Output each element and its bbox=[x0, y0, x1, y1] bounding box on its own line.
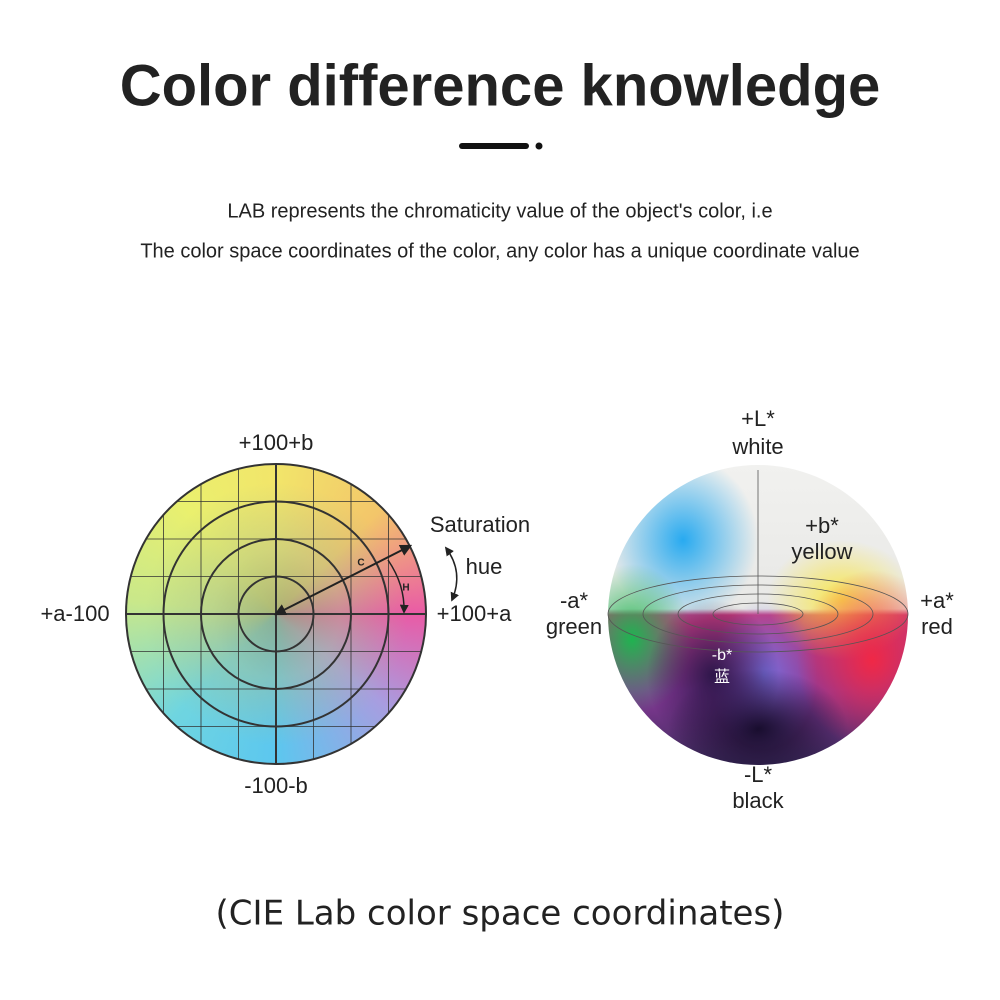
axis-label: +100+a bbox=[437, 601, 512, 626]
grid-stroke bbox=[125, 463, 427, 765]
caption: (CIE Lab color space coordinates) bbox=[216, 894, 785, 934]
sphere-label: +a* bbox=[920, 588, 954, 613]
title: Color difference knowledge bbox=[120, 53, 881, 118]
hue-angle-arrow bbox=[387, 559, 409, 614]
sphere-label: -L* bbox=[744, 762, 773, 787]
sphere-label: white bbox=[731, 434, 783, 459]
c-label: C bbox=[357, 558, 364, 569]
sphere-label: +L* bbox=[741, 406, 775, 431]
hue-arrow bbox=[444, 546, 459, 602]
sphere-label: -b* bbox=[712, 647, 732, 664]
subtitle-line: LAB represents the chromaticity value of… bbox=[227, 200, 772, 222]
sphere-label: -a* bbox=[560, 588, 589, 613]
divider-dot bbox=[535, 142, 543, 150]
h-label: H bbox=[402, 583, 409, 594]
hue-label: hue bbox=[466, 554, 503, 579]
axis-label: -100-b bbox=[244, 773, 308, 798]
sphere-label: 蓝 bbox=[714, 668, 730, 686]
sphere-label: green bbox=[546, 614, 602, 639]
sphere-label: black bbox=[732, 788, 784, 813]
sphere-label: red bbox=[921, 614, 953, 639]
sphere-label: yellow bbox=[791, 539, 852, 564]
chroma-arrow bbox=[273, 544, 413, 616]
sphere-rings bbox=[607, 470, 909, 653]
subtitle-line: The color space coordinates of the color… bbox=[140, 240, 859, 262]
saturation-label: Saturation bbox=[430, 512, 530, 537]
axis-label: +100+b bbox=[239, 430, 314, 455]
sphere-label: +b* bbox=[805, 513, 839, 538]
axis-label: +a-100 bbox=[40, 601, 109, 626]
